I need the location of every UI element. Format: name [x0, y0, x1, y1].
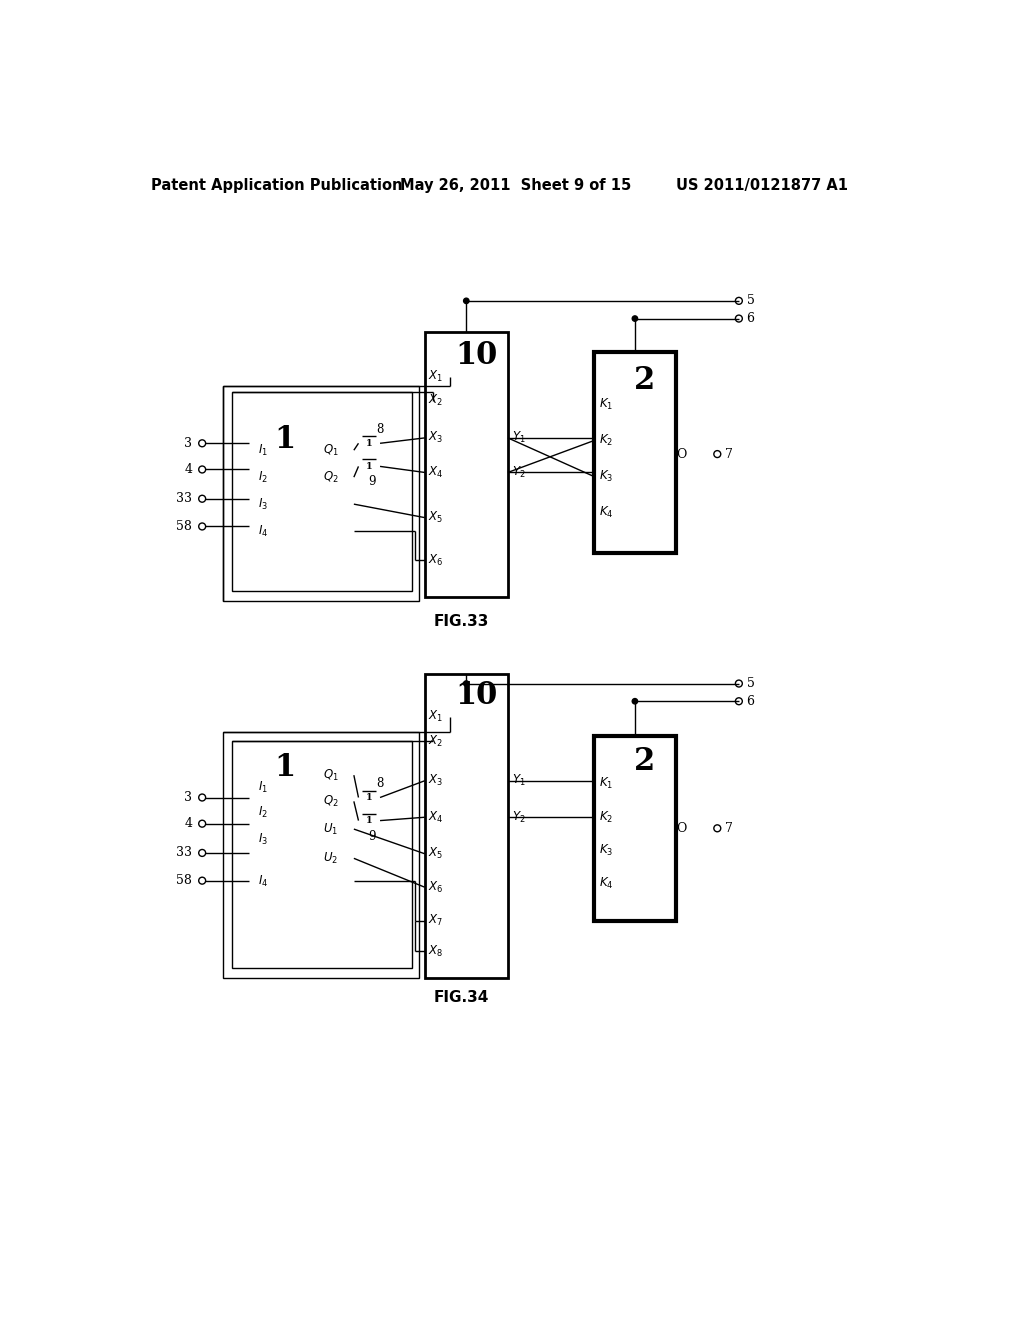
Text: $X_6$: $X_6$ — [428, 879, 443, 895]
Text: Patent Application Publication: Patent Application Publication — [152, 178, 402, 193]
Text: $K_3$: $K_3$ — [599, 843, 613, 858]
Text: $X_5$: $X_5$ — [428, 846, 443, 861]
Text: 3: 3 — [184, 791, 193, 804]
Text: $I_1$: $I_1$ — [258, 780, 268, 795]
Bar — [223, 733, 419, 978]
Text: US 2011/0121877 A1: US 2011/0121877 A1 — [676, 178, 848, 193]
Text: $X_1$: $X_1$ — [428, 709, 443, 725]
Text: $X_4$: $X_4$ — [428, 465, 443, 480]
Bar — [232, 392, 412, 591]
Text: $U_2$: $U_2$ — [324, 851, 338, 866]
Text: $X_3$: $X_3$ — [428, 774, 443, 788]
Text: 6: 6 — [746, 312, 755, 325]
Text: 2: 2 — [634, 746, 655, 777]
Text: 5: 5 — [746, 294, 755, 308]
Text: 1: 1 — [274, 752, 295, 783]
Text: 10: 10 — [455, 680, 498, 711]
Text: $K_1$: $K_1$ — [599, 397, 613, 412]
Bar — [594, 352, 676, 553]
Bar — [358, 434, 380, 453]
Text: $I_4$: $I_4$ — [258, 524, 268, 539]
Text: $X_4$: $X_4$ — [428, 809, 443, 825]
Text: 7: 7 — [725, 447, 733, 461]
Text: 1: 1 — [366, 462, 373, 471]
Text: 58: 58 — [176, 520, 193, 533]
Circle shape — [632, 315, 638, 321]
Text: $X_1$: $X_1$ — [428, 370, 443, 384]
Bar — [358, 457, 380, 475]
Bar — [248, 747, 354, 902]
Text: 6: 6 — [746, 694, 755, 708]
Text: 1: 1 — [274, 424, 295, 455]
Text: 2: 2 — [634, 364, 655, 396]
Bar — [425, 675, 508, 978]
Circle shape — [464, 681, 469, 686]
Text: $U_1$: $U_1$ — [324, 821, 338, 837]
Text: $Q_1$: $Q_1$ — [323, 768, 339, 783]
Bar — [232, 742, 412, 969]
Text: 8: 8 — [377, 777, 384, 791]
Text: May 26, 2011  Sheet 9 of 15: May 26, 2011 Sheet 9 of 15 — [400, 178, 631, 193]
Text: $Y_2$: $Y_2$ — [512, 809, 525, 825]
Text: 1: 1 — [366, 816, 373, 825]
Text: $K_1$: $K_1$ — [599, 776, 613, 792]
Text: 3: 3 — [184, 437, 193, 450]
Text: $K_2$: $K_2$ — [599, 809, 613, 825]
Circle shape — [464, 298, 469, 304]
Text: $X_7$: $X_7$ — [428, 913, 443, 928]
Text: 1: 1 — [366, 793, 373, 803]
Text: $I_3$: $I_3$ — [258, 496, 268, 512]
Text: $X_8$: $X_8$ — [428, 944, 443, 958]
Text: O: O — [677, 447, 687, 461]
Text: 58: 58 — [176, 874, 193, 887]
Text: $X_3$: $X_3$ — [428, 430, 443, 445]
Text: 4: 4 — [184, 463, 193, 477]
Text: 8: 8 — [377, 422, 384, 436]
Bar — [248, 412, 354, 548]
Text: $Q_2$: $Q_2$ — [323, 470, 339, 484]
Text: $K_4$: $K_4$ — [599, 506, 613, 520]
Text: $K_2$: $K_2$ — [599, 433, 613, 447]
Text: $X_5$: $X_5$ — [428, 510, 443, 525]
Text: FIG.34: FIG.34 — [434, 990, 489, 1006]
Text: $I_3$: $I_3$ — [258, 833, 268, 847]
Bar — [223, 385, 419, 601]
Text: 4: 4 — [184, 817, 193, 830]
Text: $X_6$: $X_6$ — [428, 553, 443, 568]
Text: 9: 9 — [368, 829, 376, 842]
Text: 33: 33 — [176, 492, 193, 506]
Text: 10: 10 — [455, 341, 498, 371]
Text: $Y_2$: $Y_2$ — [512, 465, 525, 480]
Text: $I_2$: $I_2$ — [258, 470, 268, 484]
Text: $I_4$: $I_4$ — [258, 874, 268, 888]
Circle shape — [632, 698, 638, 704]
Text: $K_3$: $K_3$ — [599, 469, 613, 484]
Bar — [425, 331, 508, 598]
Text: $Q_1$: $Q_1$ — [323, 442, 339, 458]
Text: 9: 9 — [368, 475, 376, 488]
Bar — [358, 788, 380, 807]
Text: $I_1$: $I_1$ — [258, 442, 268, 458]
Text: FIG.33: FIG.33 — [434, 614, 489, 630]
Text: 33: 33 — [176, 846, 193, 859]
Text: O: O — [677, 822, 687, 834]
Text: $Q_2$: $Q_2$ — [323, 793, 339, 809]
Text: 1: 1 — [366, 438, 373, 447]
Text: 5: 5 — [746, 677, 755, 690]
Text: $Y_1$: $Y_1$ — [512, 774, 525, 788]
Text: $K_4$: $K_4$ — [599, 876, 613, 891]
Text: $I_2$: $I_2$ — [258, 805, 268, 820]
Text: $X_2$: $X_2$ — [428, 734, 443, 748]
Text: 7: 7 — [725, 822, 733, 834]
Bar — [594, 737, 676, 921]
Bar — [358, 812, 380, 830]
Text: $Y_1$: $Y_1$ — [512, 430, 525, 445]
Text: $X_2$: $X_2$ — [428, 393, 443, 408]
